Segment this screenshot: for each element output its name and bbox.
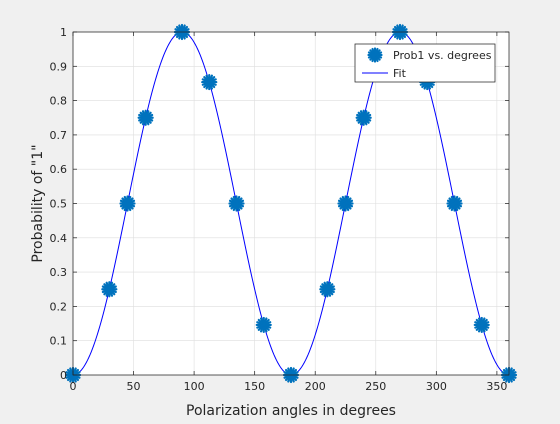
data-point bbox=[137, 109, 154, 126]
y-tick-label: 0.2 bbox=[50, 300, 68, 313]
y-tick-label: 0.4 bbox=[50, 232, 68, 245]
y-tick-label: 0.5 bbox=[50, 198, 68, 211]
data-point bbox=[337, 195, 354, 212]
y-tick-label: 0.1 bbox=[50, 335, 68, 348]
x-tick-label: 300 bbox=[426, 380, 447, 393]
y-tick-labels: 0 0.1 0.2 0.3 0.4 0.5 0.6 0.7 0.8 0.9 1 bbox=[50, 26, 68, 382]
legend: Prob1 vs. degrees Fit bbox=[354, 43, 496, 83]
y-tick-label: 0.9 bbox=[50, 60, 68, 73]
x-tick-label: 50 bbox=[127, 380, 141, 393]
x-tick-label: 100 bbox=[184, 380, 205, 393]
x-tick-label: 350 bbox=[486, 380, 507, 393]
x-tick-label: 250 bbox=[365, 380, 386, 393]
x-tick-label: 0 bbox=[70, 380, 77, 393]
data-point bbox=[355, 109, 372, 126]
data-point bbox=[119, 195, 136, 212]
x-axis-label: Polarization angles in degrees bbox=[186, 403, 396, 419]
legend-marker-icon bbox=[367, 47, 383, 63]
x-tick-labels: 0 50 100 150 200 250 300 350 bbox=[70, 380, 508, 393]
legend-entry-fit: Fit bbox=[393, 67, 407, 80]
data-point bbox=[319, 281, 336, 298]
data-point bbox=[228, 195, 245, 212]
x-tick-label: 200 bbox=[305, 380, 326, 393]
y-axis-label: Probability of "1" bbox=[30, 144, 46, 262]
legend-marker-sample bbox=[367, 47, 383, 63]
tick-marks bbox=[72, 31, 509, 376]
data-point bbox=[473, 316, 490, 334]
y-tick-label: 0 bbox=[60, 369, 67, 382]
x-tick-label: 150 bbox=[244, 380, 265, 393]
data-point bbox=[101, 281, 118, 298]
y-tick-label: 0.3 bbox=[50, 266, 68, 279]
legend-entry-markers: Prob1 vs. degrees bbox=[393, 49, 492, 62]
y-tick-label: 0.6 bbox=[50, 163, 68, 176]
data-point bbox=[201, 73, 218, 91]
data-point bbox=[255, 316, 272, 334]
data-point bbox=[446, 195, 463, 212]
y-tick-label: 1 bbox=[60, 26, 67, 39]
y-tick-label: 0.8 bbox=[50, 95, 68, 108]
y-tick-label: 0.7 bbox=[50, 129, 68, 142]
